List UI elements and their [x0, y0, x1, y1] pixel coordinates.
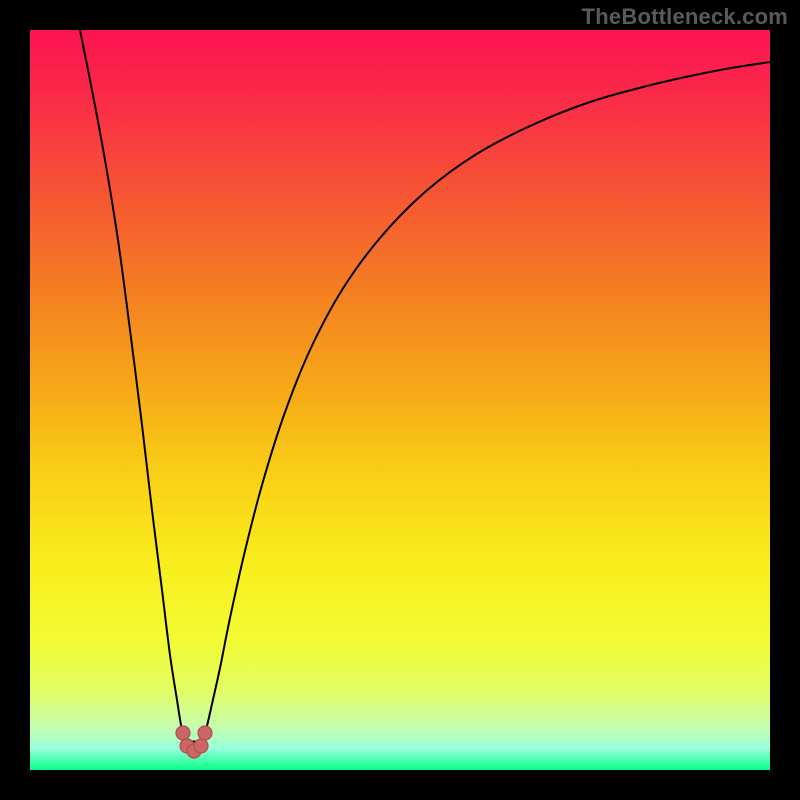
trough-marker: [194, 739, 208, 753]
trough-marker: [176, 726, 190, 740]
trough-marker: [198, 726, 212, 740]
curve-layer: [30, 30, 770, 770]
chart-frame: TheBottleneck.com: [0, 0, 800, 800]
attribution-text: TheBottleneck.com: [582, 4, 788, 30]
bottleneck-curve: [80, 30, 770, 742]
plot-area: [30, 30, 770, 770]
